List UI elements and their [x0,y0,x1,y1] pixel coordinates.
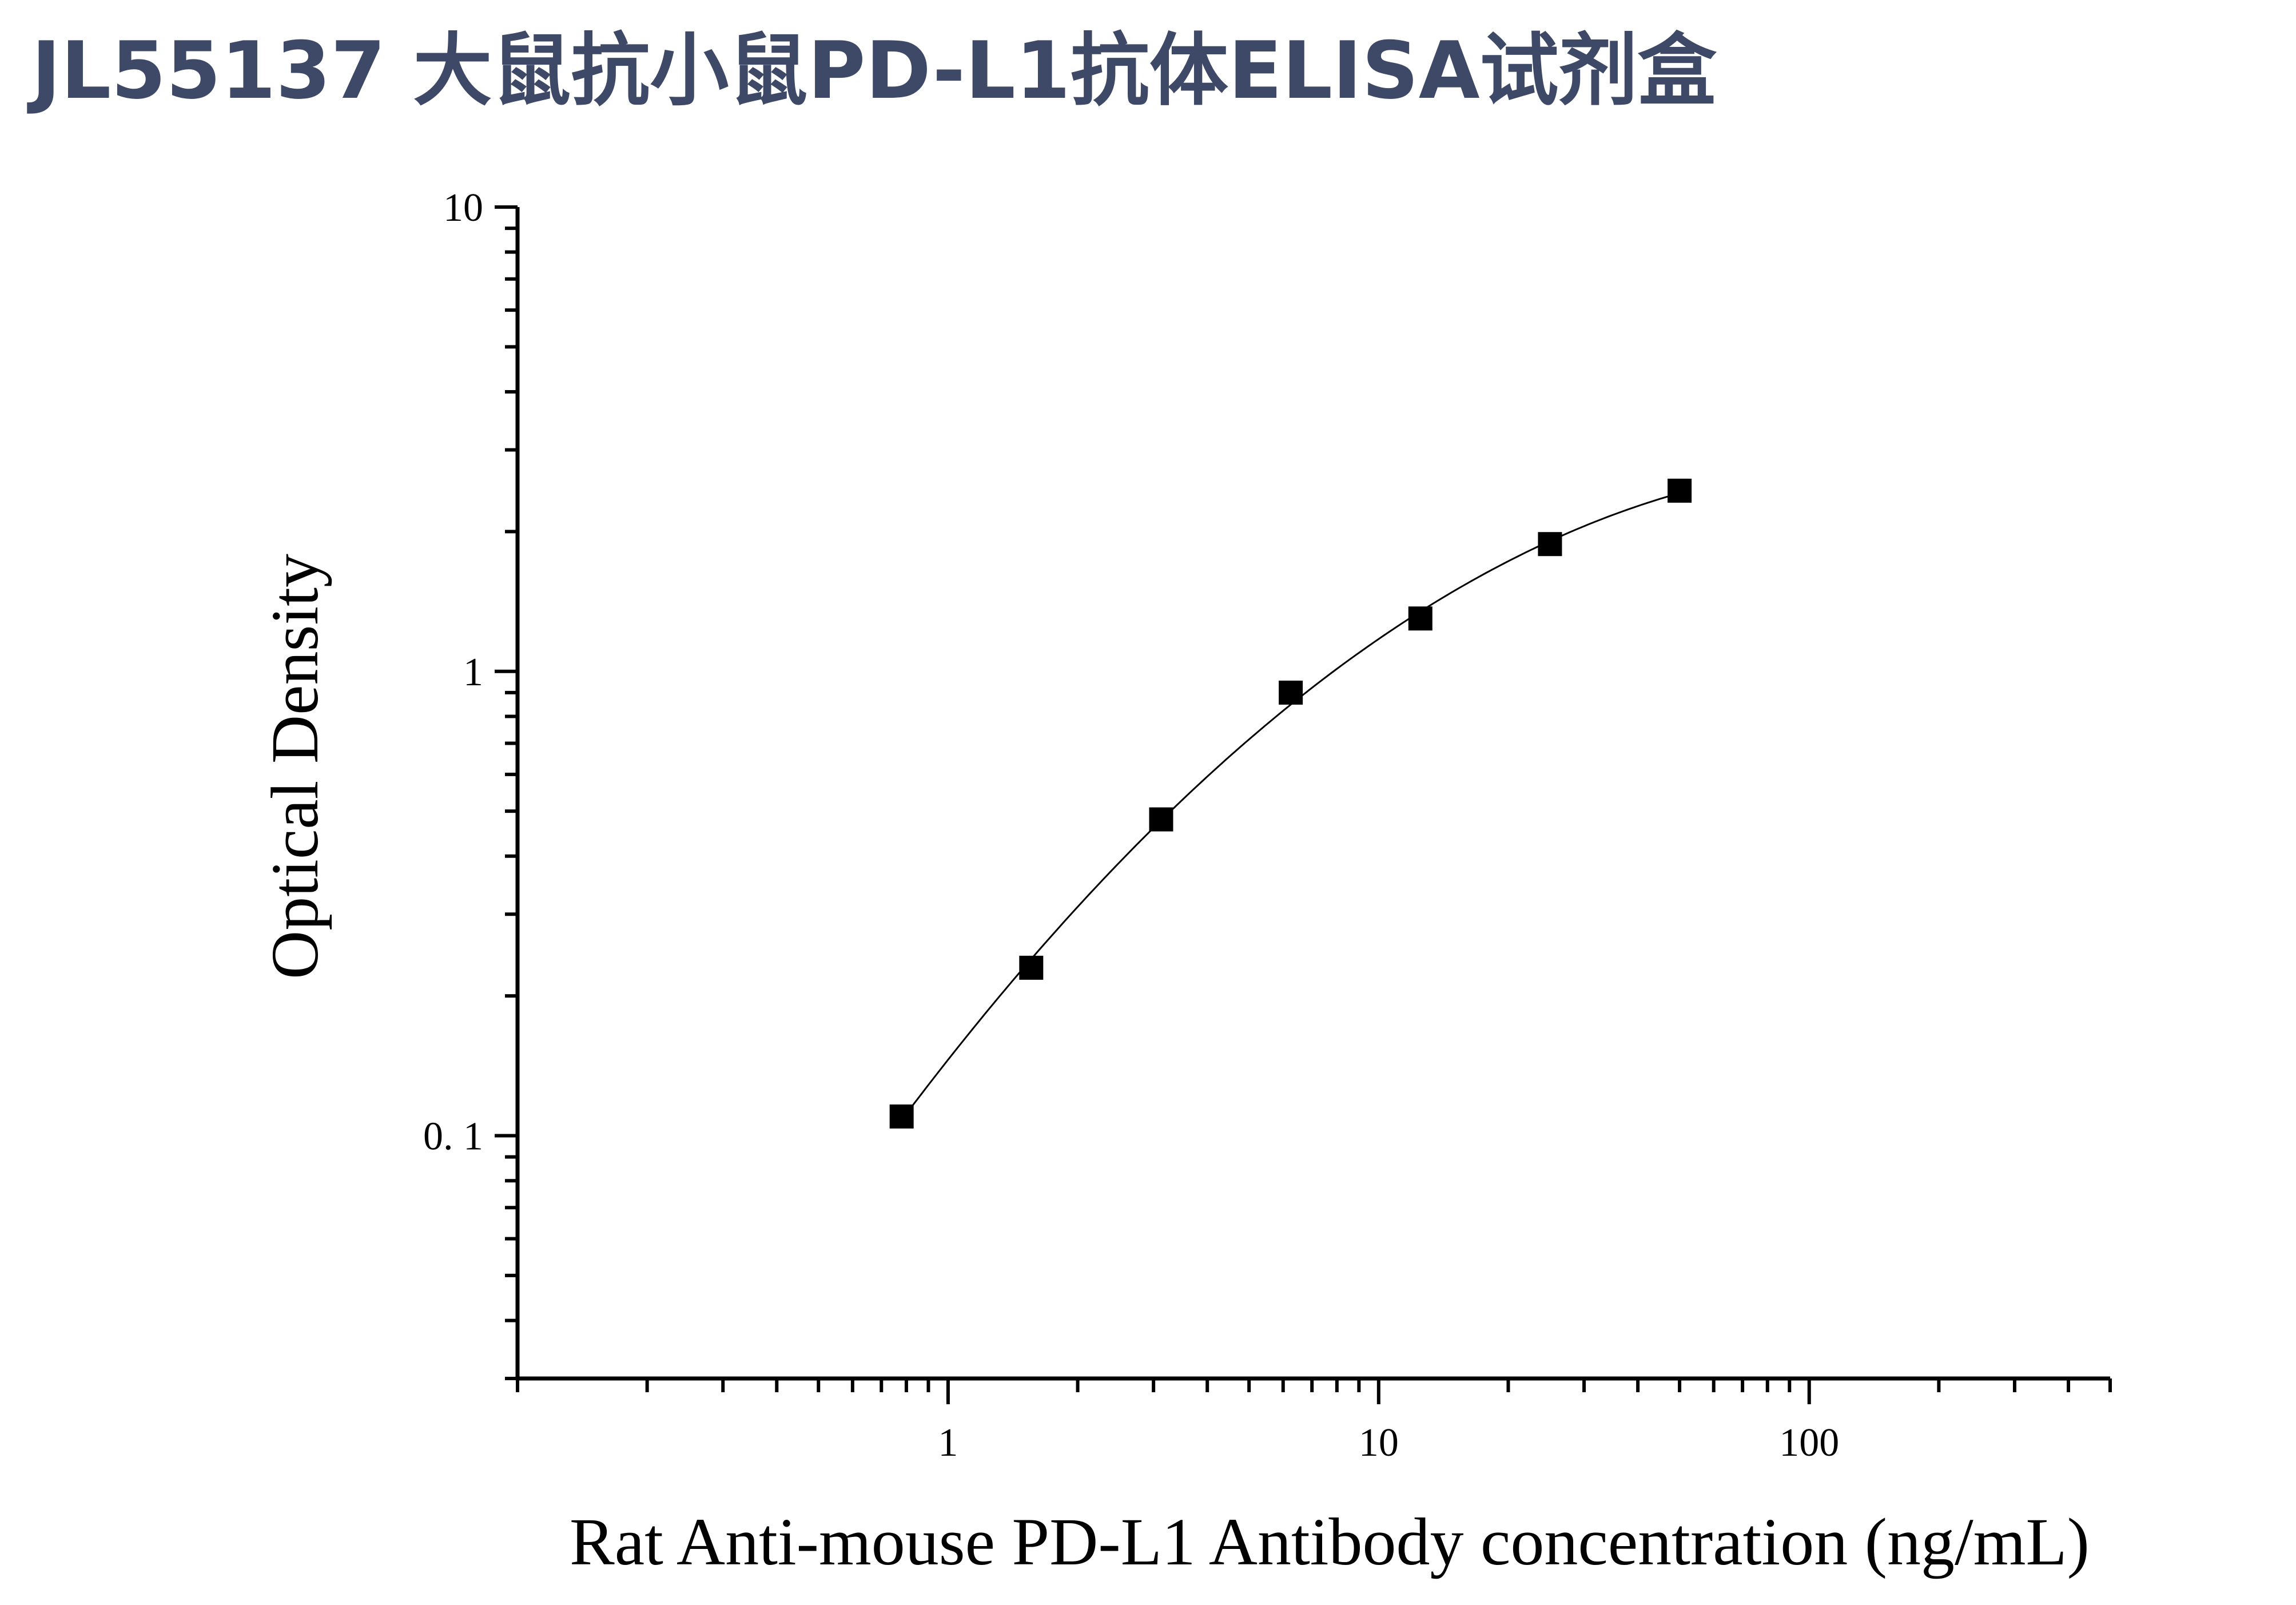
data-point [1408,606,1432,631]
page-title: JL55137 大鼠抗小鼠PD-L1抗体ELISA试剂盒 [31,25,1717,117]
data-point [1279,680,1303,705]
fit-curve [901,492,1680,1121]
axis-labels-layer: Optical Density Rat Anti-mouse PD-L1 Ant… [257,186,2090,1579]
data-point [1538,532,1562,557]
fit-curve-layer [901,492,1680,1121]
data-point [1668,478,1692,503]
y-tick-label: 0. 1 [423,1115,483,1159]
y-axis-title: Optical Density [257,554,332,979]
data-point [1019,955,1044,980]
x-tick-label: 100 [1779,1421,1839,1465]
data-point [1149,807,1173,832]
chart-axes [495,205,2112,1404]
y-tick-label: 1 [463,650,483,694]
data-points-layer [889,478,1692,1129]
y-tick-label: 10 [443,186,483,230]
x-axis-title: Rat Anti-mouse PD-L1 Antibody concentrat… [570,1504,2090,1579]
x-tick-label: 10 [1359,1421,1399,1465]
x-tick-label: 1 [938,1421,958,1465]
data-point [889,1104,914,1129]
